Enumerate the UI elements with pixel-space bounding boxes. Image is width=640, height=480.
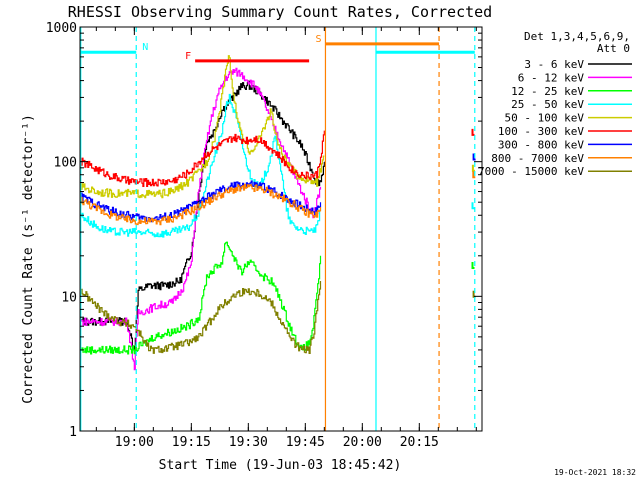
- right-segment-5: [471, 202, 475, 210]
- y-axis-label: Corrected Count Rate (s⁻¹ detector⁻¹): [21, 114, 36, 404]
- legend-header-1: Det 1,3,4,5,6,9,: [524, 30, 630, 43]
- overlay-layer: N F S: [80, 27, 476, 431]
- series-line-9: [81, 281, 322, 354]
- series-line-8: [81, 183, 322, 226]
- footer-date: 19-Oct-2021 18:32: [554, 468, 636, 477]
- series-layer: [81, 55, 476, 371]
- legend-label-2: 6 - 12 keV: [518, 71, 585, 84]
- series-line-1: [81, 80, 325, 353]
- right-segment-3: [471, 164, 475, 172]
- series-line-2: [81, 67, 322, 371]
- right-segment-4: [472, 171, 476, 179]
- legend-label-7: 300 - 800 keV: [498, 138, 584, 151]
- plot-frame: [79, 26, 483, 432]
- x-tick-label-4: 19:45: [286, 435, 325, 450]
- state-bar-label-4: S: [315, 34, 321, 45]
- series-line-7: [81, 180, 322, 223]
- legend-header-2: Att 0: [597, 42, 630, 55]
- legend-label-3: 12 - 25 keV: [511, 85, 584, 98]
- y-tick-label-2: 10: [61, 290, 77, 305]
- legend-label-1: 3 - 6 keV: [524, 58, 584, 71]
- series-line-4: [81, 93, 322, 238]
- legend-label-8: 800 - 7000 keV: [491, 152, 584, 165]
- legend-label-6: 100 - 300 keV: [498, 125, 584, 138]
- series-line-6: [81, 130, 325, 187]
- x-axis-label: Start Time (19-Jun-03 18:45:42): [159, 458, 402, 473]
- x-tick-label-3: 19:30: [229, 435, 268, 450]
- state-bar-label-2: N: [142, 42, 148, 53]
- right-segment-2: [472, 153, 476, 161]
- x-tick-label-5: 20:00: [343, 435, 382, 450]
- y-tick-label-4: 1000: [46, 21, 77, 36]
- legend-label-5: 50 - 100 keV: [505, 112, 585, 125]
- right-segment-1: [471, 128, 475, 136]
- series-line-3: [81, 241, 322, 355]
- state-bar-label-3: F: [185, 51, 191, 62]
- x-tick-label-6: 20:15: [400, 435, 439, 450]
- axes-layer: 1 10 100 1000 19:00 19:15 19:30 19:45 20:00 20:15: [46, 21, 482, 450]
- x-tick-label-1: 19:00: [115, 435, 154, 450]
- y-tick-label-3: 100: [54, 156, 77, 171]
- chart-title: RHESSI Observing Summary Count Rates, Co…: [68, 3, 492, 21]
- legend-label-4: 25 - 50 keV: [511, 98, 584, 111]
- x-tick-label-2: 19:15: [172, 435, 211, 450]
- legend-label-9: 7000 - 15000 keV: [478, 165, 584, 178]
- y-tick-label-1: 1: [69, 425, 77, 440]
- right-segment-6: [471, 262, 475, 269]
